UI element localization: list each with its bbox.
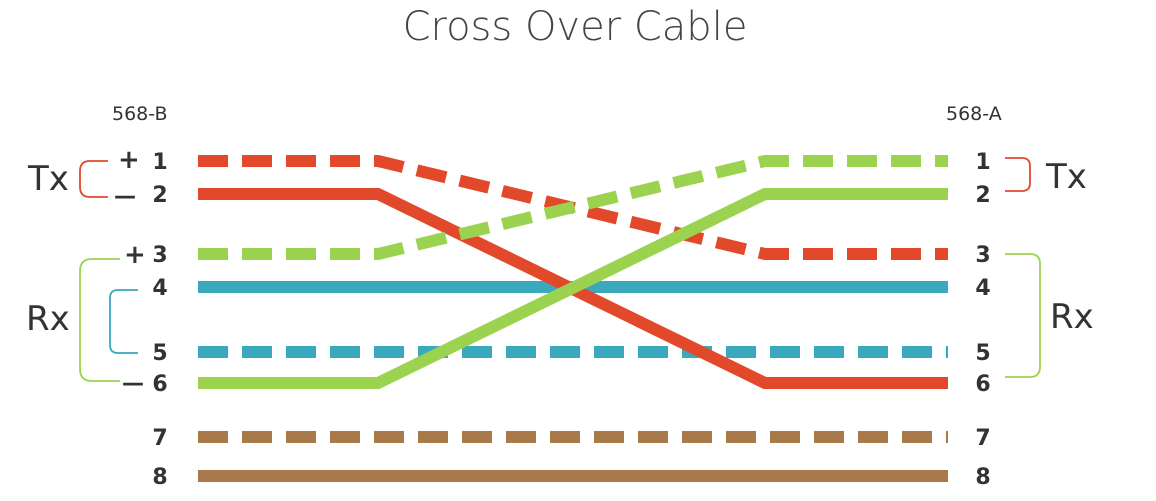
left-pin-5: 5	[152, 341, 167, 366]
right-standard-label: 568-A	[946, 103, 1002, 125]
left-pin-2: 2	[152, 183, 167, 208]
left-rx-label: Rx	[26, 299, 70, 339]
right-pin-2: 2	[975, 183, 990, 208]
page-title: Cross Over Cable	[403, 4, 748, 50]
right-pin-3: 3	[975, 243, 990, 268]
right-pin-5: 5	[975, 341, 990, 366]
right-pin-8: 8	[975, 465, 990, 490]
right-tx-bracket	[1005, 157, 1031, 192]
right-pin-1: 1	[975, 150, 990, 175]
right-pin-4: 4	[975, 276, 990, 301]
right-tx-label: Tx	[1045, 157, 1087, 197]
minus-sign-pin6: —	[122, 371, 144, 396]
right-pin-7: 7	[975, 426, 990, 451]
left-pin-3: 3	[152, 243, 167, 268]
left-tx-label: Tx	[27, 159, 69, 199]
right-pin-labels: 1 2 3 4 5 6 7 8	[975, 150, 990, 490]
left-pin-7: 7	[152, 426, 167, 451]
wire-green	[198, 188, 948, 389]
left-pin-6: 6	[152, 372, 167, 397]
left-pin-4: 4	[152, 276, 167, 301]
plus-sign-pin1: +	[118, 145, 140, 175]
right-pin-6: 6	[975, 372, 990, 397]
plus-sign-pin3: +	[124, 240, 146, 270]
left-pin-labels: 1 2 3 4 5 6 7 8	[152, 150, 167, 490]
left-rx-bracket-inner	[109, 289, 138, 354]
wire-green-white	[198, 155, 948, 260]
left-tx-bracket	[79, 160, 108, 198]
minus-sign-pin2: —	[114, 184, 136, 209]
left-standard-label: 568-B	[112, 103, 167, 125]
right-rx-bracket	[1005, 253, 1041, 378]
left-pin-8: 8	[152, 465, 167, 490]
left-pin-1: 1	[152, 150, 167, 175]
left-rx-bracket-outer	[79, 258, 120, 382]
wires-group	[198, 155, 948, 482]
right-rx-label: Rx	[1050, 297, 1094, 337]
